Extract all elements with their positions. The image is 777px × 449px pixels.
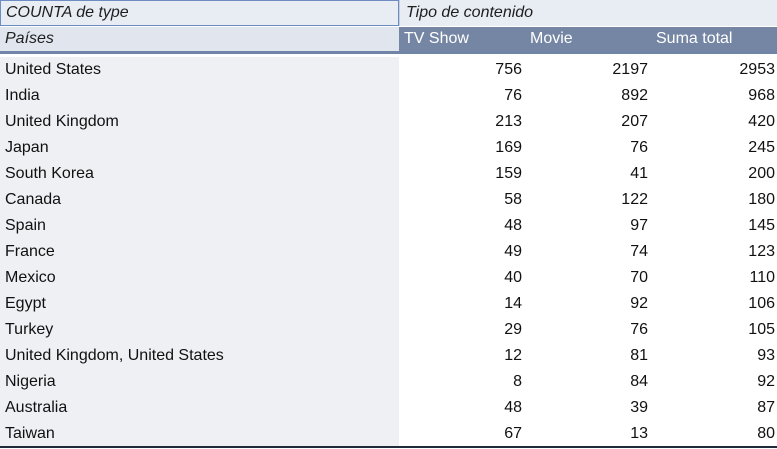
table-row: Mexico 40 70 110 — [0, 265, 777, 291]
row-label-country[interactable]: Turkey — [0, 317, 399, 343]
cell-movie[interactable]: 81 — [630, 347, 648, 364]
cell-movie[interactable]: 74 — [630, 243, 648, 260]
cell-movie[interactable]: 122 — [621, 191, 648, 208]
column-header-total[interactable]: Suma total — [651, 27, 777, 54]
table-bottom-border — [0, 446, 777, 448]
cell-movie[interactable]: 70 — [630, 269, 648, 286]
table-row: South Korea 159 41 200 — [0, 161, 777, 187]
cell-total[interactable]: 180 — [748, 191, 775, 208]
cell-total[interactable]: 93 — [757, 347, 775, 364]
cell-total[interactable]: 87 — [757, 399, 775, 416]
row-label-country[interactable]: South Korea — [0, 161, 399, 187]
cell-total[interactable]: 245 — [748, 139, 775, 156]
column-field-label[interactable]: Tipo de contenido — [399, 0, 777, 26]
cell-movie[interactable]: 76 — [630, 321, 648, 338]
row-label-country[interactable]: Nigeria — [0, 369, 399, 395]
row-label-country[interactable]: Egypt — [0, 291, 399, 317]
cell-tv-show[interactable]: 8 — [513, 373, 522, 390]
cell-tv-show[interactable]: 12 — [504, 347, 522, 364]
table-row: Nigeria 8 84 92 — [0, 369, 777, 395]
pivot-body: United States 756 2197 2953 India 76 892 968 Uni… — [0, 57, 777, 447]
cell-movie[interactable]: 13 — [630, 425, 648, 442]
cell-movie[interactable]: 97 — [630, 217, 648, 234]
cell-tv-show[interactable]: 76 — [504, 87, 522, 104]
row-label-country[interactable]: United Kingdom — [0, 109, 399, 135]
table-row: France 49 74 123 — [0, 239, 777, 265]
row-label-country[interactable]: Spain — [0, 213, 399, 239]
cell-total[interactable]: 420 — [748, 113, 775, 130]
row-label-country[interactable]: Taiwan — [0, 421, 399, 447]
cell-total[interactable]: 145 — [748, 217, 775, 234]
cell-tv-show[interactable]: 58 — [504, 191, 522, 208]
row-label-country[interactable]: Japan — [0, 135, 399, 161]
cell-total[interactable]: 968 — [748, 87, 775, 104]
table-row: Australia 48 39 87 — [0, 395, 777, 421]
row-field-label[interactable]: Países — [0, 27, 399, 54]
cell-movie[interactable]: 41 — [630, 165, 648, 182]
row-label-country[interactable]: United Kingdom, United States — [0, 343, 399, 369]
cell-tv-show[interactable]: 40 — [504, 269, 522, 286]
cell-tv-show[interactable]: 159 — [495, 165, 522, 182]
value-field-label[interactable]: COUNTA de type — [0, 0, 399, 26]
table-row: Taiwan 67 13 80 — [0, 421, 777, 447]
table-row: United Kingdom, United States 12 81 93 — [0, 343, 777, 369]
row-label-country[interactable]: France — [0, 239, 399, 265]
cell-total[interactable]: 106 — [748, 295, 775, 312]
cell-tv-show[interactable]: 169 — [495, 139, 522, 156]
cell-total[interactable]: 200 — [748, 165, 775, 182]
column-header-movie[interactable]: Movie — [525, 27, 651, 54]
table-row: Turkey 29 76 105 — [0, 317, 777, 343]
cell-total[interactable]: 110 — [749, 269, 775, 286]
row-label-country[interactable]: United States — [0, 57, 399, 83]
pivot-header-row-1: COUNTA de type Tipo de contenido — [0, 0, 777, 26]
column-header-tv-show[interactable]: TV Show — [399, 27, 525, 54]
table-row: Canada 58 122 180 — [0, 187, 777, 213]
cell-tv-show[interactable]: 49 — [504, 243, 522, 260]
cell-total[interactable]: 80 — [757, 425, 775, 442]
cell-tv-show[interactable]: 14 — [504, 295, 522, 312]
table-row: Japan 169 76 245 — [0, 135, 777, 161]
cell-total[interactable]: 92 — [757, 373, 775, 390]
row-label-country[interactable]: Canada — [0, 187, 399, 213]
cell-tv-show[interactable]: 29 — [504, 321, 522, 338]
table-row: India 76 892 968 — [0, 83, 777, 109]
cell-movie[interactable]: 84 — [630, 373, 648, 390]
cell-movie[interactable]: 2197 — [612, 61, 648, 78]
table-row: United States 756 2197 2953 — [0, 57, 777, 83]
row-label-country[interactable]: Mexico — [0, 265, 399, 291]
cell-tv-show[interactable]: 213 — [495, 113, 522, 130]
row-label-country[interactable]: Australia — [0, 395, 399, 421]
cell-total[interactable]: 2953 — [739, 61, 775, 78]
cell-movie[interactable]: 76 — [630, 139, 648, 156]
cell-tv-show[interactable]: 67 — [504, 425, 522, 442]
cell-total[interactable]: 105 — [748, 321, 775, 338]
cell-tv-show[interactable]: 756 — [495, 61, 522, 78]
table-row: Egypt 14 92 106 — [0, 291, 777, 317]
table-row: Spain 48 97 145 — [0, 213, 777, 239]
row-label-country[interactable]: India — [0, 83, 399, 109]
cell-tv-show[interactable]: 48 — [504, 399, 522, 416]
cell-movie[interactable]: 207 — [621, 113, 648, 130]
pivot-header-row-2: Países TV Show Movie Suma total — [0, 27, 777, 54]
cell-movie[interactable]: 92 — [630, 295, 648, 312]
cell-movie[interactable]: 892 — [621, 87, 648, 104]
cell-movie[interactable]: 39 — [630, 399, 648, 416]
cell-tv-show[interactable]: 48 — [504, 217, 522, 234]
table-row: United Kingdom 213 207 420 — [0, 109, 777, 135]
cell-total[interactable]: 123 — [748, 243, 775, 260]
